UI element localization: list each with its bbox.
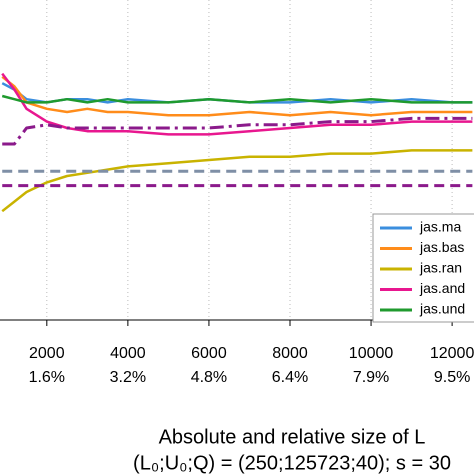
legend-label: jas.ran <box>419 260 462 276</box>
series-line <box>1 75 473 117</box>
x-axis-label-2: (L₀;U₀;Q) = (250;125723;40); s = 30 <box>133 452 451 474</box>
x-tick-label: 12000 <box>430 345 474 362</box>
x-tick-label: 8000 <box>272 345 308 362</box>
x-axis-label: Absolute and relative size of L <box>159 426 426 448</box>
legend-label: jas.und <box>419 301 465 317</box>
x-tick-sublabel: 1.6% <box>29 369 65 386</box>
x-tick-sublabel: 9.5% <box>434 369 470 386</box>
x-tick-sublabel: 3.2% <box>110 369 146 386</box>
legend-label: jas.and <box>419 280 465 296</box>
series-line <box>1 72 473 136</box>
series-line <box>2 116 473 146</box>
legend-label: jas.bas <box>419 239 464 255</box>
x-tick-sublabel: 7.9% <box>353 369 389 386</box>
series-line <box>1 149 473 213</box>
x-tick-sublabel: 4.8% <box>191 369 227 386</box>
x-tick-label: 2000 <box>29 345 65 362</box>
x-tick-sublabel: 6.4% <box>272 369 308 386</box>
x-tick-label: 4000 <box>110 345 146 362</box>
legend-label: jas.ma <box>419 219 461 235</box>
x-tick-label: 6000 <box>191 345 227 362</box>
series-line <box>1 94 473 104</box>
x-tick-label: 10000 <box>349 345 394 362</box>
